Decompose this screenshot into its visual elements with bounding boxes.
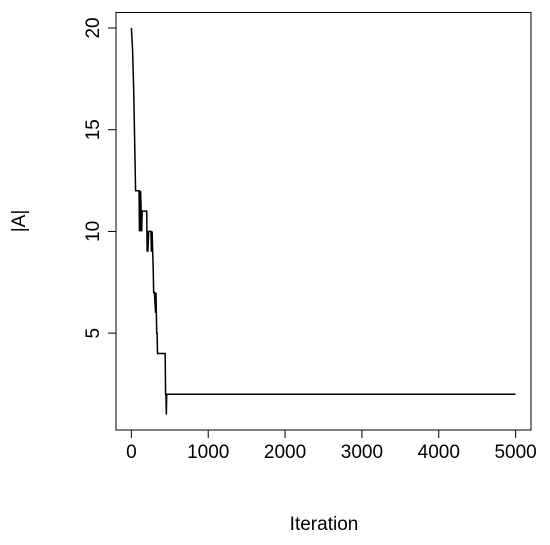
x-tick-label: 2000: [264, 442, 306, 463]
x-tick-label: 3000: [341, 442, 383, 463]
data-line: [130, 27, 516, 415]
y-tick-label: 5: [83, 328, 104, 339]
y-tick-label: 20: [83, 17, 104, 38]
x-tick-label: 1000: [187, 442, 229, 463]
x-tick-label: 4000: [418, 442, 460, 463]
y-tick-label: 15: [83, 119, 104, 140]
y-tick-label: 10: [83, 221, 104, 242]
plot-box: [115, 12, 532, 431]
x-tick-label: 0: [126, 442, 137, 463]
x-axis-label: Iteration: [290, 514, 359, 535]
x-tick-label: 5000: [494, 442, 536, 463]
y-axis-label: |A|: [9, 210, 30, 233]
